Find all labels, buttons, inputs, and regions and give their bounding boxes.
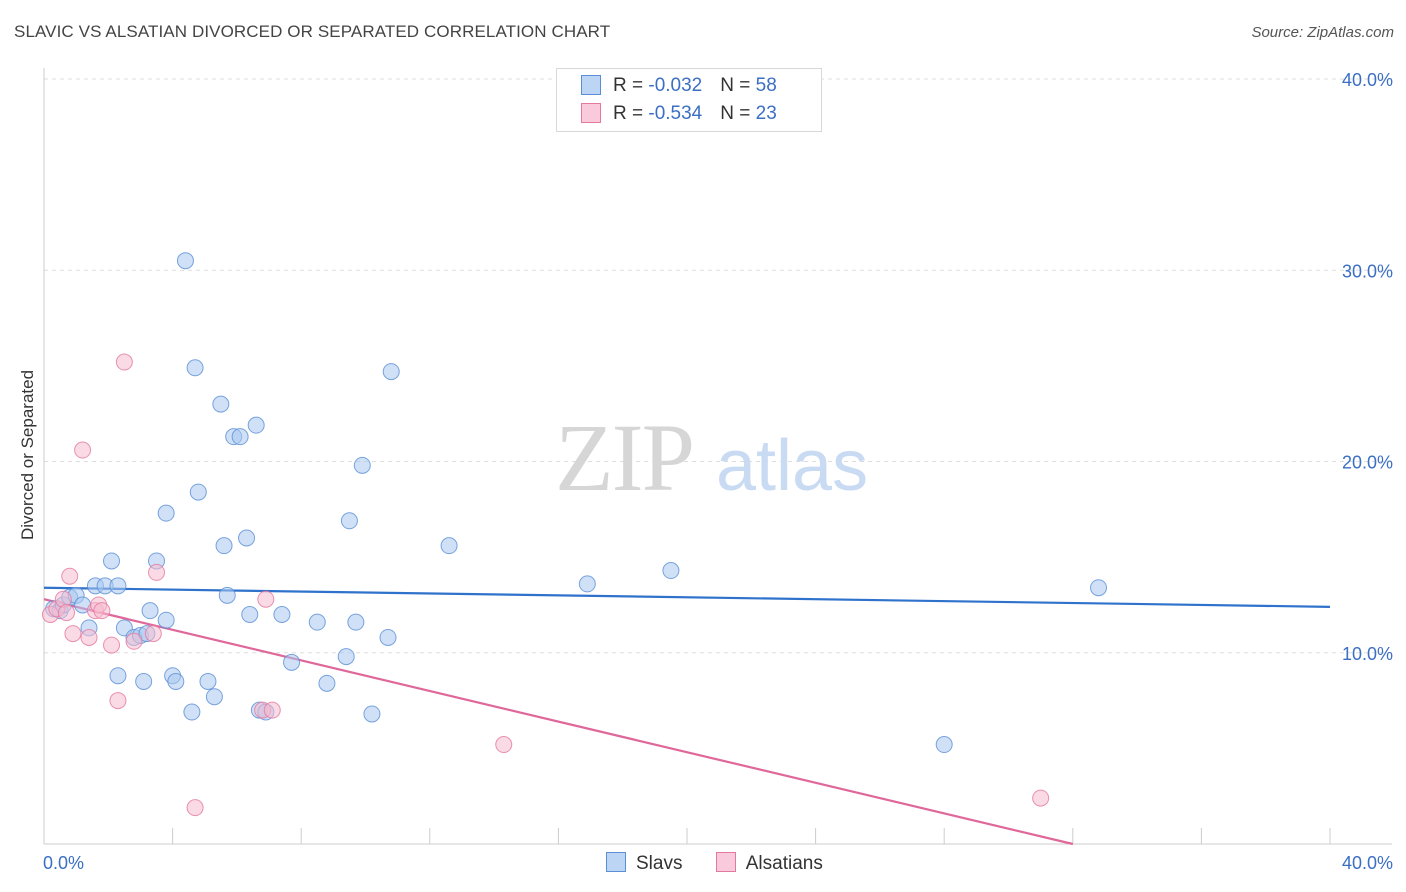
alsatians-point	[64, 625, 82, 643]
correlation-legend: R = -0.032 N = 58 R = -0.534 N = 23	[556, 68, 822, 132]
source-label: Source: ZipAtlas.com	[1251, 24, 1394, 41]
slavs-point	[205, 688, 223, 706]
slavs-point	[247, 416, 265, 434]
legend-label: Slavs	[636, 853, 683, 874]
alsatians-trend-line	[43, 598, 1074, 846]
alsatians-point	[186, 799, 204, 817]
slavs-point	[176, 252, 194, 270]
alsatians-point	[61, 567, 79, 585]
r-value: -0.534	[648, 103, 703, 124]
alsatians-swatch	[715, 852, 736, 872]
y-axis-label: Divorced or Separated	[18, 370, 37, 540]
alsatians-point	[115, 353, 133, 371]
alsatians-point	[74, 441, 92, 459]
slavs-point	[318, 674, 336, 692]
slavs-point	[212, 395, 230, 413]
slavs-point	[1090, 579, 1108, 597]
alsatians-point	[148, 563, 166, 581]
slavs-swatch	[581, 75, 601, 95]
y-tick-label: 10.0%	[1342, 644, 1393, 664]
y-tick-label: 40.0%	[1342, 70, 1393, 90]
slavs-point	[283, 653, 301, 671]
slavs-point	[935, 736, 953, 754]
slavs-point	[215, 537, 233, 555]
slavs-point	[340, 512, 358, 530]
slavs-point	[440, 537, 458, 555]
slavs-swatch	[606, 852, 626, 872]
slavs-point	[141, 602, 159, 620]
y-tick-label: 30.0%	[1342, 261, 1393, 281]
slavs-point	[241, 606, 259, 623]
n-label: N =	[720, 75, 756, 96]
x-tick-label: 40.0%	[1342, 853, 1393, 873]
slavs-point	[578, 575, 596, 593]
slavs-point	[353, 456, 371, 474]
n-label: N =	[720, 103, 756, 124]
watermark: ZIP atlas	[555, 404, 868, 511]
n-value: 23	[755, 103, 777, 124]
watermark-zip: ZIP	[555, 404, 693, 511]
x-tick-label: 0.0%	[43, 853, 84, 873]
alsatians-point	[144, 625, 162, 643]
slavs-point	[189, 483, 207, 501]
alsatians-point	[257, 590, 275, 608]
series-legend: Slavs Alsatians	[606, 852, 851, 875]
trend-lines	[43, 586, 1331, 846]
slavs-point	[109, 667, 127, 685]
slavs-point	[308, 613, 326, 631]
alsatians-point	[125, 632, 143, 650]
slavs-point	[382, 363, 400, 381]
slavs-point	[183, 703, 201, 721]
slavs-point	[135, 672, 153, 690]
alsatians-point	[495, 736, 513, 754]
slavs-point	[218, 586, 236, 604]
r-label: R =	[613, 103, 649, 124]
alsatians-point	[109, 692, 127, 710]
alsatians-point	[103, 636, 121, 654]
axes	[43, 68, 1392, 845]
legend-item-slavs[interactable]: Slavs	[606, 852, 682, 875]
alsatians-swatch	[581, 103, 601, 123]
slavs-point	[337, 648, 355, 666]
r-label: R =	[613, 75, 649, 96]
n-value: 58	[755, 75, 777, 96]
alsatians-point	[58, 604, 76, 622]
slavs-point	[363, 705, 381, 723]
slavs-point	[109, 577, 127, 595]
slavs-trend-line	[43, 586, 1331, 608]
slavs-point	[186, 359, 204, 377]
y-tick-label: 20.0%	[1342, 453, 1393, 473]
slavs-point	[347, 613, 365, 631]
legend-row-alsatians: R = -0.534 N = 23	[581, 103, 777, 125]
slavs-point	[157, 611, 175, 629]
watermark-atlas: atlas	[716, 426, 868, 506]
axis-labels: 10.0% 20.0% 30.0% 40.0% 0.0% 40.0% Divorced or…	[18, 70, 1393, 873]
slavs-point	[157, 504, 175, 522]
slavs-point	[103, 552, 121, 570]
grid-lines	[44, 78, 1392, 654]
slavs-point	[662, 562, 680, 580]
alsatians-point	[80, 628, 98, 646]
data-points	[41, 252, 1108, 817]
alsatians-point	[93, 602, 111, 620]
legend-label: Alsatians	[745, 853, 823, 874]
slavs-point	[199, 672, 217, 690]
slavs-point	[167, 672, 185, 690]
legend-item-alsatians[interactable]: Alsatians	[715, 852, 823, 875]
alsatians-point	[263, 701, 281, 719]
slavs-point	[231, 428, 249, 446]
slavs-point	[238, 529, 256, 547]
slavs-point	[379, 628, 397, 646]
chart-title: SLAVIC VS ALSATIAN DIVORCED OR SEPARATED…	[14, 22, 611, 41]
legend-row-slavs: R = -0.032 N = 58	[581, 75, 777, 97]
r-value: -0.032	[648, 75, 703, 96]
slavs-point	[273, 606, 291, 623]
alsatians-point	[1032, 789, 1050, 807]
